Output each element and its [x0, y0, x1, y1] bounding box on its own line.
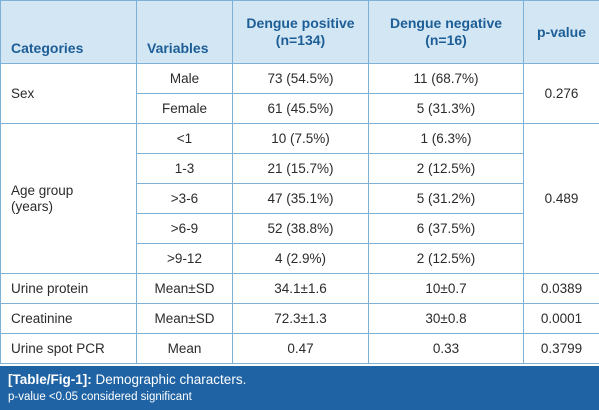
- header-dengue-positive: Dengue positive (n=134): [232, 0, 369, 64]
- positive-cell: 4 (2.9%): [232, 243, 369, 274]
- table-caption: [Table/Fig-1]: Demographic characters. p…: [0, 366, 599, 410]
- category-age-line2: (years): [11, 198, 54, 214]
- negative-cell: 5 (31.2%): [368, 183, 524, 214]
- demographics-table: Categories Variables Dengue positive (n=…: [0, 0, 599, 364]
- variable-cell: <1: [136, 123, 233, 154]
- caption-label: [Table/Fig-1]:: [8, 372, 92, 387]
- table-row: >3-6 47 (35.1%) 5 (31.2%): [1, 183, 599, 214]
- header-p-value: p-value: [523, 0, 599, 64]
- header-row: Categories Variables Dengue positive (n=…: [0, 0, 599, 64]
- variable-cell: Male: [136, 63, 233, 94]
- negative-cell: 2 (12.5%): [368, 243, 524, 274]
- header-dengue-negative: Dengue negative (n=16): [368, 0, 524, 64]
- table-row: >6-9 52 (38.8%) 6 (37.5%): [1, 213, 599, 244]
- positive-cell: 21 (15.7%): [232, 153, 369, 184]
- positive-cell: 34.1±1.6: [232, 273, 369, 304]
- negative-cell: 2 (12.5%): [368, 153, 524, 184]
- header-categories: Categories: [0, 0, 137, 64]
- header-dengue-negative-line2: (n=16): [425, 32, 467, 48]
- category-sex: Sex: [0, 63, 137, 124]
- p-value-creatinine: 0.0001: [523, 303, 599, 334]
- positive-cell: 52 (38.8%): [232, 213, 369, 244]
- positive-cell: 61 (45.5%): [232, 93, 369, 124]
- positive-cell: 10 (7.5%): [232, 123, 369, 154]
- negative-cell: 0.33: [368, 333, 524, 364]
- positive-cell: 0.47: [232, 333, 369, 364]
- variable-cell: Mean±SD: [136, 273, 233, 304]
- p-value-urine-protein: 0.0389: [523, 273, 599, 304]
- positive-cell: 47 (35.1%): [232, 183, 369, 214]
- p-value-urine-spot-pcr: 0.3799: [523, 333, 599, 364]
- table-row: Sex Male 73 (54.5%) 11 (68.7%) 0.276: [0, 63, 599, 124]
- category-creatinine: Creatinine: [0, 303, 137, 334]
- positive-cell: 73 (54.5%): [232, 63, 369, 94]
- p-value-age: 0.489: [523, 123, 599, 274]
- category-urine-protein: Urine protein: [0, 273, 137, 304]
- negative-cell: 6 (37.5%): [368, 213, 524, 244]
- header-dengue-positive-line1: Dengue positive: [246, 15, 355, 31]
- variable-cell: >6-9: [136, 213, 233, 244]
- header-dengue-positive-line2: (n=134): [275, 32, 326, 48]
- variable-cell: Mean: [136, 333, 233, 364]
- table-row: 1-3 21 (15.7%) 2 (12.5%): [1, 153, 599, 184]
- negative-cell: 11 (68.7%): [368, 63, 524, 94]
- positive-cell: 72.3±1.3: [232, 303, 369, 334]
- table-row: Urine protein Mean±SD 34.1±1.6 10±0.7 0.…: [0, 273, 599, 304]
- table-row: Age group (years) <1 10 (7.5%) 1 (6.3%) …: [0, 123, 599, 274]
- negative-cell: 30±0.8: [368, 303, 524, 334]
- table-row: Female 61 (45.5%) 5 (31.3%): [1, 93, 599, 124]
- variable-cell: >3-6: [136, 183, 233, 214]
- negative-cell: 1 (6.3%): [368, 123, 524, 154]
- p-value-sex: 0.276: [523, 63, 599, 124]
- header-variables: Variables: [136, 0, 233, 64]
- category-age-line1: Age group: [11, 182, 74, 198]
- negative-cell: 5 (31.3%): [368, 93, 524, 124]
- caption-title: Demographic characters.: [91, 372, 247, 387]
- category-age-group: Age group (years): [0, 123, 137, 274]
- variable-cell: Mean±SD: [136, 303, 233, 334]
- table-row: Urine spot PCR Mean 0.47 0.33 0.3799: [0, 333, 599, 364]
- caption-title-line: [Table/Fig-1]: Demographic characters.: [8, 371, 591, 389]
- header-dengue-negative-line1: Dengue negative: [389, 15, 503, 31]
- variable-cell: >9-12: [136, 243, 233, 274]
- category-urine-spot-pcr: Urine spot PCR: [0, 333, 137, 364]
- caption-note: p-value <0.05 considered significant: [8, 391, 192, 403]
- variable-cell: 1-3: [136, 153, 233, 184]
- variable-cell: Female: [136, 93, 233, 124]
- table-row: Creatinine Mean±SD 72.3±1.3 30±0.8 0.000…: [0, 303, 599, 334]
- negative-cell: 10±0.7: [368, 273, 524, 304]
- table-row: >9-12 4 (2.9%) 2 (12.5%): [1, 243, 599, 274]
